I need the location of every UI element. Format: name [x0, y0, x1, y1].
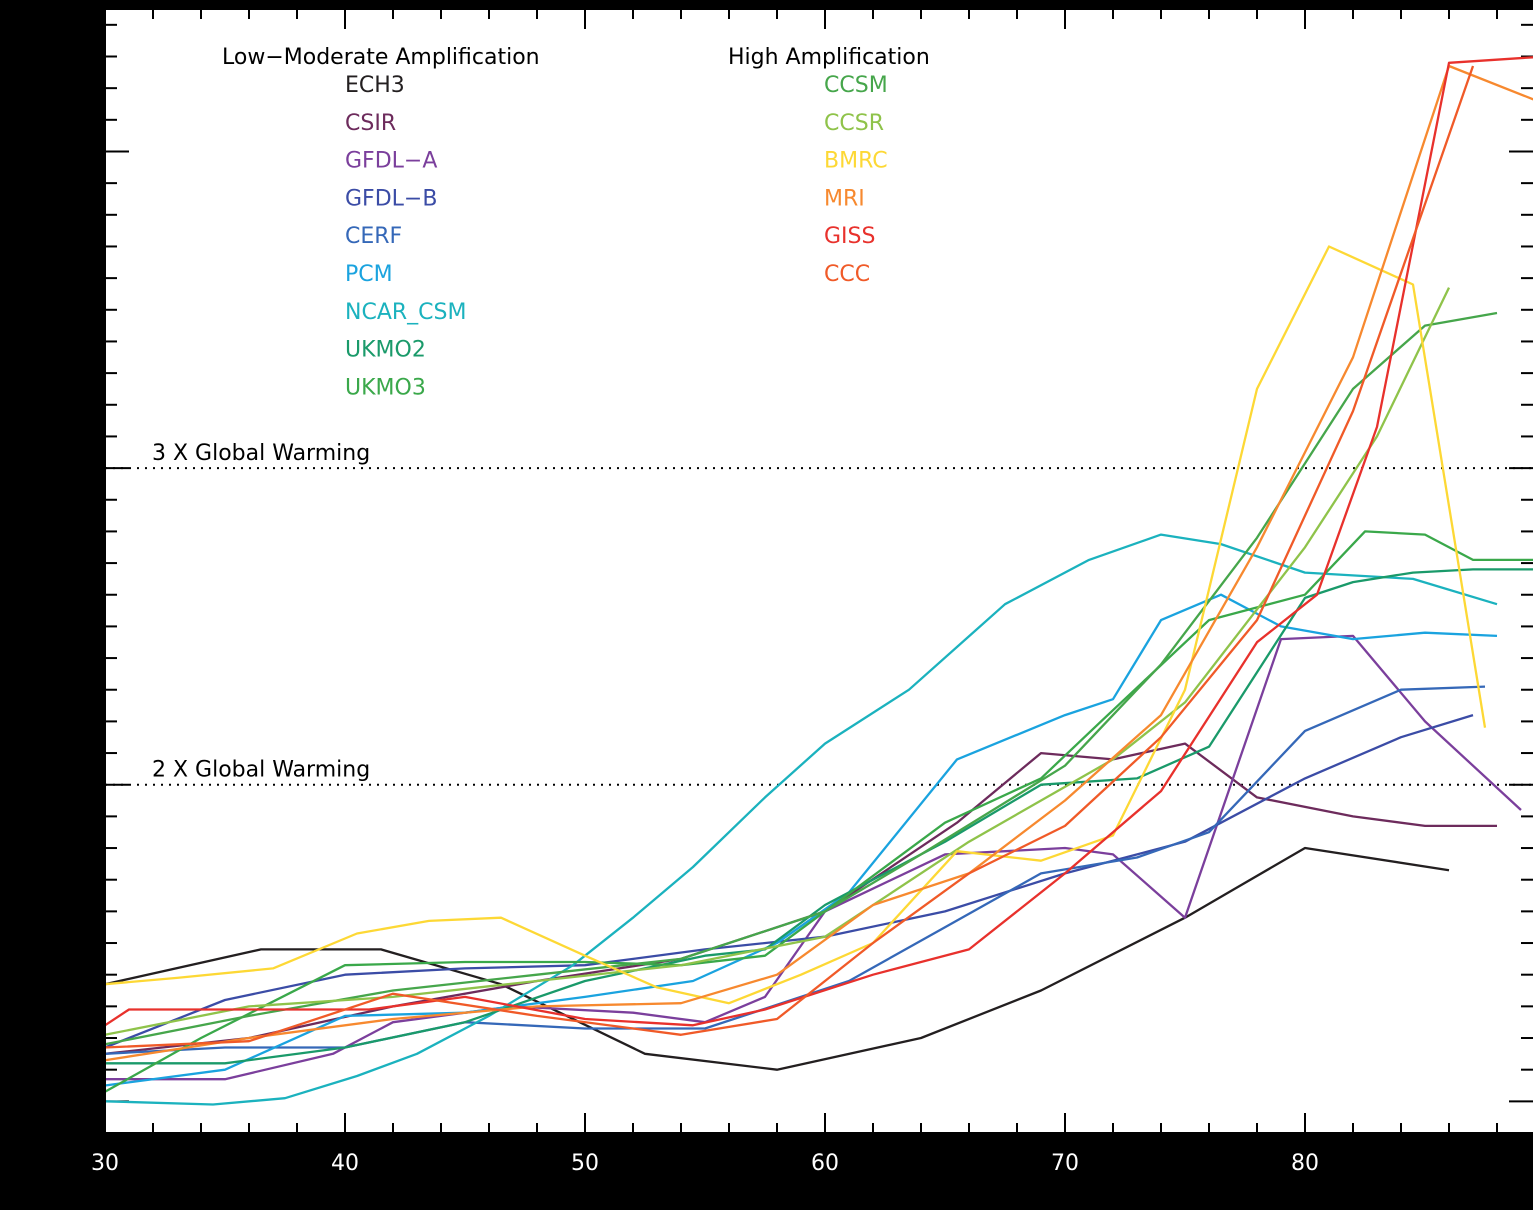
series-line: [104, 846, 1450, 1071]
series-line: [105, 568, 1533, 1065]
x-tick-label: 30: [91, 1151, 119, 1176]
plot-background: [105, 9, 1533, 1133]
series-line: [104, 593, 1498, 1087]
legend-entry: CCSR: [824, 111, 884, 136]
x-tick-label: 70: [1051, 1151, 1079, 1176]
legend-entry: BMRC: [824, 149, 888, 174]
legend-entry: UKMO3: [345, 375, 426, 400]
y-tick-label: 1: [79, 1090, 93, 1115]
legend-entry: ECH3: [345, 73, 405, 98]
y-tick-label: 4: [79, 140, 93, 165]
y-tick-label: 2: [79, 774, 93, 799]
x-axis-title: Latitude: [779, 1184, 870, 1205]
reference-line-label: 3 X Global Warming: [152, 441, 370, 466]
series-line: [104, 287, 1451, 1036]
series-line: [104, 530, 1533, 1093]
x-tick-label: 80: [1291, 1151, 1319, 1176]
reference-line-label: 2 X Global Warming: [152, 758, 370, 783]
legend-entry: CCC: [824, 262, 870, 287]
series-line: [104, 311, 1498, 1046]
y-tick-label: 3: [79, 457, 93, 482]
y-axis-title: Normalized Temp Increase: [36, 430, 61, 720]
reference-lines: 3 X Global Warming 2 X Global Warming: [105, 441, 1533, 786]
series-line: [104, 65, 1475, 1049]
legend-group-title: Low−Moderate Amplification: [222, 45, 540, 70]
tick-labels: 30405060708091234: [79, 140, 1319, 1176]
series-line: [104, 56, 1533, 1027]
legend-entry: NCAR_CSM: [345, 300, 466, 325]
series-line: [104, 64, 1533, 1062]
legend-entry: CSIR: [345, 111, 396, 136]
x-tick-label: 60: [811, 1151, 839, 1176]
series-line: [104, 245, 1487, 1005]
legend-group-title: High Amplification: [728, 45, 930, 70]
legend-entry: GISS: [824, 224, 875, 249]
legend-entry: CCSM: [824, 73, 888, 98]
legend-entry: GFDL−A: [345, 149, 437, 174]
legend-entry: GFDL−B: [345, 186, 437, 211]
legend: Low−Moderate Amplification ECH3 CSIR GFDL−A…: [222, 45, 930, 400]
x-tick-label: 40: [331, 1151, 359, 1176]
legend-entry: PCM: [345, 262, 393, 287]
legend-entry: MRI: [824, 186, 865, 211]
legend-entry: CERF: [345, 224, 402, 249]
series-lines: [104, 56, 1533, 1106]
x-tick-label: 50: [571, 1151, 599, 1176]
legend-entry: UKMO2: [345, 338, 426, 363]
